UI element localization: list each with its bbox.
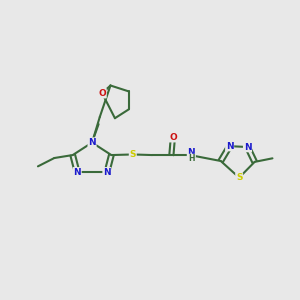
Text: N: N bbox=[88, 138, 96, 147]
Text: O: O bbox=[169, 133, 177, 142]
Text: O: O bbox=[98, 89, 106, 98]
Text: S: S bbox=[236, 173, 242, 182]
Text: N: N bbox=[188, 148, 195, 157]
Text: S: S bbox=[130, 150, 136, 159]
Text: N: N bbox=[244, 142, 251, 152]
Text: N: N bbox=[226, 142, 233, 151]
Text: H: H bbox=[188, 154, 195, 164]
Text: N: N bbox=[103, 168, 111, 177]
Text: N: N bbox=[74, 168, 81, 177]
